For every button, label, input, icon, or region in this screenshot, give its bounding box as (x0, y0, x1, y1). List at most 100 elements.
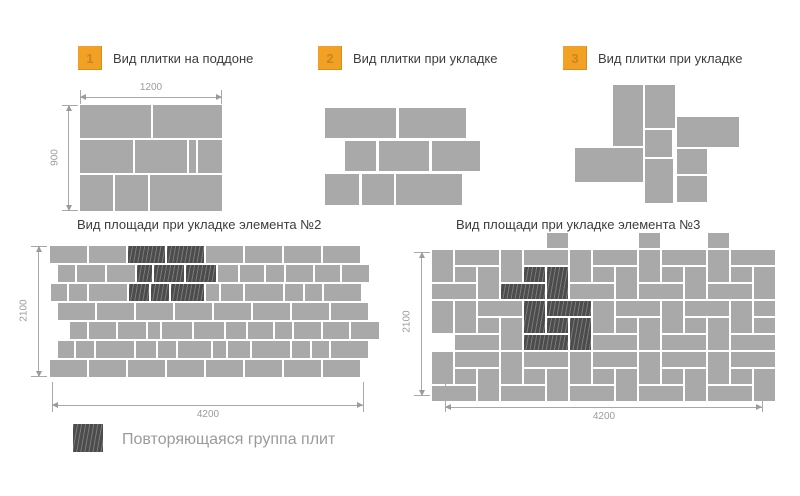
tile (379, 141, 429, 171)
tile (351, 322, 379, 339)
tile (639, 318, 660, 350)
tile (194, 322, 224, 339)
tile (593, 335, 637, 350)
tile-hatched (524, 301, 545, 333)
tile (570, 352, 591, 384)
tile (80, 105, 151, 138)
tile (89, 322, 116, 339)
tile (58, 303, 95, 320)
tile (315, 265, 340, 282)
tile (639, 233, 660, 248)
tile (292, 341, 310, 358)
step-number: 3 (571, 50, 579, 66)
dim-arrow-right (357, 402, 363, 408)
tile (189, 140, 196, 173)
tile (128, 360, 165, 377)
step-badge-3: 3 (563, 46, 587, 70)
tile (731, 267, 752, 282)
tile (754, 318, 775, 333)
tile (432, 301, 453, 333)
tile (645, 130, 672, 157)
dim-arrow-up (36, 246, 42, 252)
tile (708, 250, 729, 282)
tile (245, 284, 283, 301)
tile (50, 360, 87, 377)
tile (639, 284, 683, 299)
tile (362, 174, 394, 205)
tile (89, 246, 126, 263)
tile (206, 360, 243, 377)
tile (399, 108, 466, 138)
tile (305, 284, 322, 301)
dim-arrow-up (66, 105, 72, 111)
tile (639, 352, 660, 384)
tile (325, 108, 396, 138)
tile (593, 301, 614, 333)
tile (524, 369, 545, 384)
tile (96, 341, 134, 358)
tile (662, 250, 706, 265)
tile (150, 175, 222, 211)
dim-arrow-down (66, 205, 72, 211)
tile (685, 369, 706, 401)
dim-label-area2-height: 2100 (18, 299, 30, 322)
tile (148, 322, 160, 339)
tile (754, 369, 775, 401)
tile (662, 352, 706, 367)
tile (324, 284, 361, 301)
step-label-1: Вид плитки на поддоне (113, 50, 254, 66)
tile (214, 303, 251, 320)
tile (221, 284, 243, 301)
dim-line (445, 407, 763, 408)
dim-arrow-left (445, 404, 451, 410)
step-badge-2: 2 (318, 46, 342, 70)
tile (136, 303, 173, 320)
tile (455, 352, 499, 367)
tile (153, 105, 222, 138)
dim-label-area3-height: 2100 (401, 310, 413, 333)
tile (97, 303, 134, 320)
tile (69, 284, 87, 301)
dim-arrow-down (419, 390, 425, 396)
tile (331, 341, 368, 358)
tile (323, 360, 360, 377)
tile (58, 341, 74, 358)
tile (616, 369, 637, 401)
tile (613, 85, 643, 146)
tile (616, 267, 637, 299)
tile (616, 301, 660, 316)
dim-ext-line (445, 384, 446, 412)
tile (76, 341, 94, 358)
tile (162, 322, 192, 339)
tile (616, 318, 637, 333)
area2-title: Вид площади при укладке элемента №2 (77, 217, 322, 232)
tile (708, 318, 729, 350)
tile (662, 369, 683, 384)
tile (593, 352, 637, 367)
tile-hatched (547, 267, 568, 299)
tile (331, 303, 368, 320)
tile (218, 265, 238, 282)
tile (731, 352, 775, 367)
dim-ext-line (52, 382, 53, 412)
tile (167, 360, 204, 377)
tile (206, 246, 243, 263)
tile (524, 250, 568, 265)
tile (266, 265, 284, 282)
tile (731, 250, 775, 265)
tile (708, 352, 729, 384)
tile (685, 318, 706, 333)
tile (524, 352, 568, 367)
tile (80, 140, 133, 173)
tile (547, 233, 568, 248)
tile (432, 386, 476, 401)
tile (292, 303, 329, 320)
dim-line (52, 405, 364, 406)
step-label-3: Вид плитки при укладке (598, 50, 743, 66)
tile-hatched (137, 265, 152, 282)
tile (455, 369, 476, 384)
tile (455, 267, 476, 282)
tile-hatched (570, 318, 591, 350)
tile (731, 369, 752, 384)
tile (245, 246, 282, 263)
